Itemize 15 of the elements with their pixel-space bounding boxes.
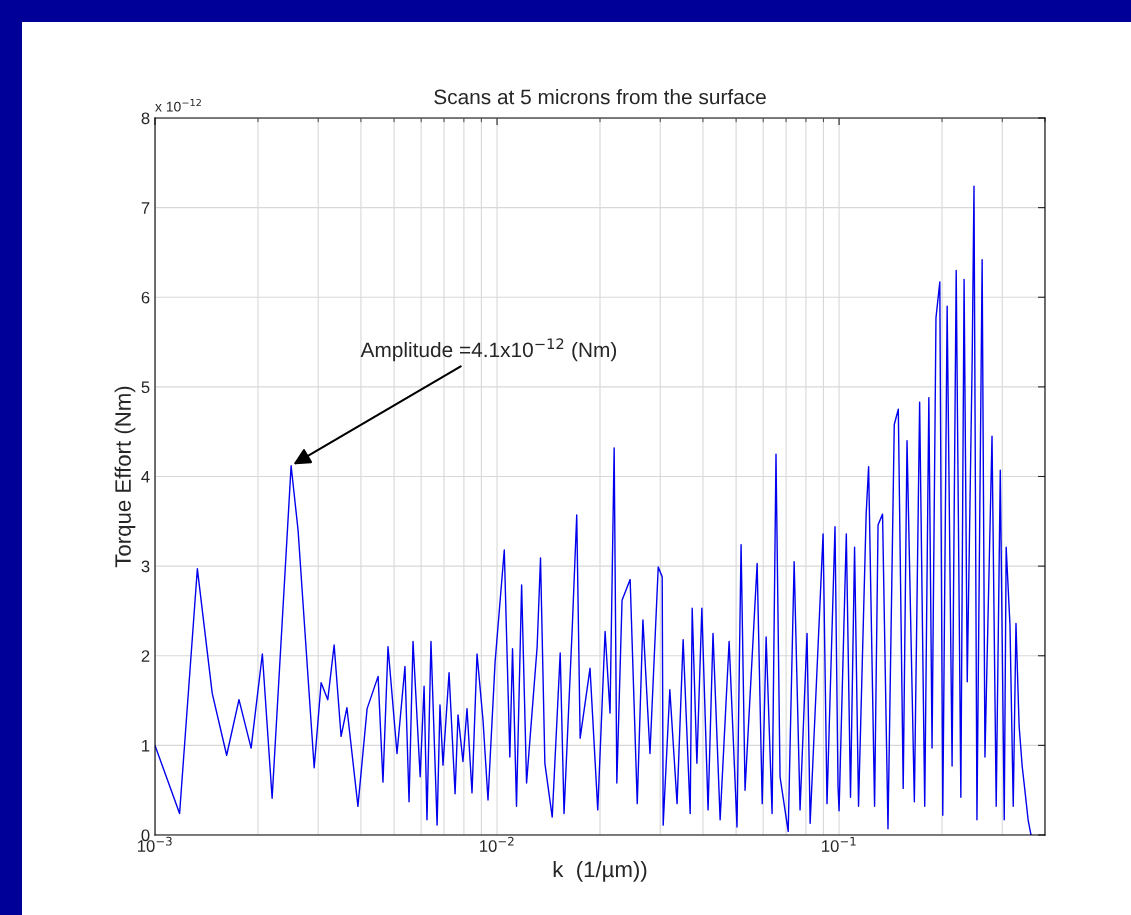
y-tick-label: 5 (141, 381, 150, 394)
x-axis-title: k (1/µm)) (553, 860, 647, 882)
y-tick-label: 8 (141, 112, 150, 125)
annotation: Amplitude =4.1x10$^{−12}$ (Nm) (360, 338, 617, 362)
y-tick-label: 7 (141, 202, 150, 214)
y-tick-label: 4 (141, 471, 150, 483)
chart-title: Scans at 5 microns from the surface (434, 89, 766, 105)
x-tick-label: 10$^{−2}$ (480, 836, 514, 852)
y-tick-label: 2 (141, 650, 150, 662)
x-tick-label: 10$^{−1}$ (822, 836, 856, 852)
y-tick-label: 1 (142, 739, 150, 752)
text: x 10$^{−12}$ (155, 98, 201, 112)
y-tick-label: 6 (141, 291, 150, 304)
y-axis-title: Torque Effort (Nm) (114, 386, 136, 568)
y-tick-label: 3 (141, 560, 150, 573)
